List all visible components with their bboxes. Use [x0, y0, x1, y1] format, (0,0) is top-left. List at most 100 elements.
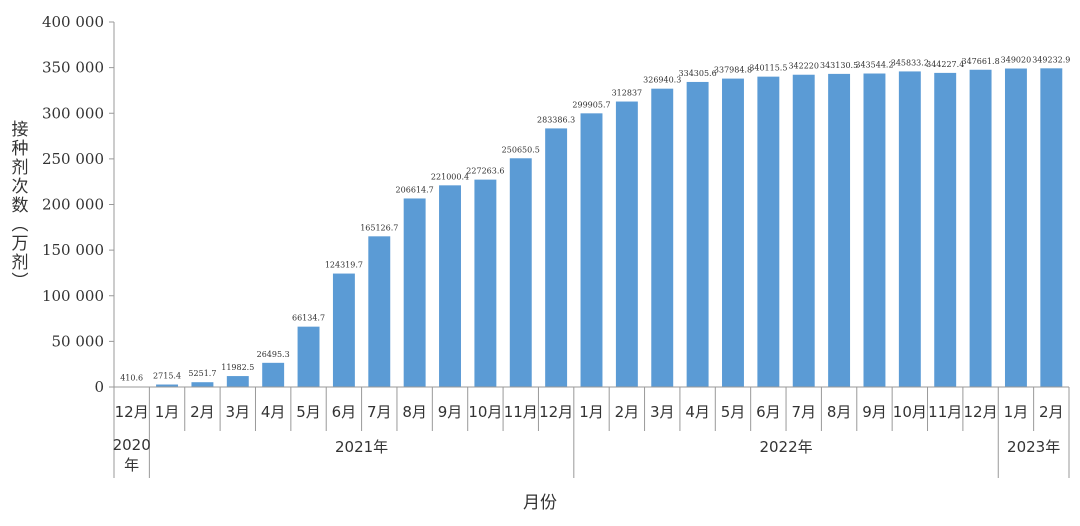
month-label: 7月: [367, 403, 392, 421]
month-label: 12月: [115, 403, 149, 421]
value-label: 337984.8: [714, 66, 752, 75]
value-label: 345833.2: [891, 58, 929, 67]
value-label: 347661.8: [961, 57, 999, 66]
value-label: 312837: [612, 89, 643, 98]
y-tick-label: 0: [94, 378, 104, 396]
month-label: 5月: [721, 403, 746, 421]
y-tick-label: 400 000: [42, 13, 104, 31]
month-label: 6月: [756, 403, 781, 421]
y-axis-title-text: 接种剂次数（万剂）: [7, 120, 28, 291]
bar: [898, 71, 921, 387]
value-label: 227263.6: [466, 167, 504, 176]
bar: [828, 73, 851, 387]
value-label: 11982.5: [221, 363, 254, 372]
value-label: 410.6: [120, 374, 143, 383]
value-label: 326940.3: [643, 76, 681, 85]
month-label: 4月: [261, 403, 286, 421]
bar: [934, 72, 957, 388]
bar: [509, 158, 532, 387]
y-axis: 0 50 000 100 000 150 000 200 000 250 000 300 0…: [42, 13, 115, 396]
value-label: 124319.7: [325, 261, 363, 270]
bar: [651, 88, 674, 387]
x-axis: 12月 1月 2月 3月 4月 5月 6月 7月 8月 9月 10月 11月 12月 1月 2月 3月 4月 5月…: [113, 386, 1070, 478]
bar: [863, 73, 886, 387]
value-label: 2715.4: [153, 372, 181, 381]
bar: [1004, 68, 1027, 387]
bar: [545, 128, 568, 387]
bar: [615, 101, 638, 387]
month-label: 11月: [928, 403, 962, 421]
month-label: 2月: [615, 403, 640, 421]
value-label: 206614.7: [396, 185, 434, 194]
bar: [297, 326, 320, 387]
value-label: 343130.5: [820, 61, 858, 70]
bars: [120, 68, 1063, 388]
month-label: 2月: [190, 403, 215, 421]
value-label: 349020: [1001, 56, 1032, 65]
month-label: 11月: [504, 403, 538, 421]
value-label: 334305.6: [679, 69, 717, 78]
bar: [969, 69, 992, 387]
bar: [686, 81, 709, 387]
bar: [1040, 68, 1063, 387]
y-tick-label: 200 000: [42, 196, 104, 214]
month-label: 4月: [685, 403, 710, 421]
y-tick-label: 250 000: [42, 150, 104, 168]
month-label: 12月: [539, 403, 573, 421]
value-label: 250650.5: [502, 145, 540, 154]
month-label: 8月: [402, 403, 427, 421]
month-label: 9月: [438, 403, 463, 421]
value-label: 342220: [788, 62, 819, 71]
year-label: 年: [124, 456, 139, 474]
month-label: 1月: [579, 403, 604, 421]
bar: [580, 113, 603, 387]
month-label: 6月: [332, 403, 357, 421]
month-label: 8月: [827, 403, 852, 421]
bar: [332, 273, 355, 387]
month-label: 2月: [1039, 403, 1064, 421]
value-label: 343544.2: [855, 61, 893, 70]
bar: [403, 198, 426, 387]
value-label: 283386.3: [537, 115, 575, 124]
y-tick-label: 350 000: [42, 59, 104, 77]
value-label: 5251.7: [188, 369, 216, 378]
month-label: 3月: [650, 403, 675, 421]
bar: [722, 78, 744, 387]
value-label: 349232.9: [1032, 55, 1070, 64]
month-label: 5月: [296, 403, 321, 421]
month-label: 12月: [964, 403, 998, 421]
year-label: 2022年: [759, 438, 812, 456]
bar: [191, 382, 214, 387]
month-label: 10月: [893, 403, 927, 421]
year-label: 2021年: [335, 438, 388, 456]
month-label: 1月: [155, 403, 180, 421]
value-label: 165126.7: [360, 223, 398, 232]
y-tick-label: 100 000: [42, 287, 104, 305]
month-label: 3月: [226, 403, 251, 421]
bar: [226, 376, 249, 387]
y-tick-label: 300 000: [42, 104, 104, 122]
month-label: 10月: [468, 403, 502, 421]
month-label: 7月: [791, 403, 816, 421]
x-axis-title: 月份: [523, 493, 557, 513]
year-label: 2020: [113, 436, 151, 454]
month-label: 1月: [1004, 403, 1029, 421]
value-label: 340115.5: [749, 64, 787, 73]
bar: [156, 384, 179, 387]
value-label: 221000.4: [431, 172, 469, 181]
bar: [757, 76, 780, 388]
y-axis-title: 接种剂次数（万剂）: [4, 120, 32, 310]
value-label: 299905.7: [572, 100, 610, 109]
value-label: 26495.3: [257, 350, 290, 359]
value-label: 66134.7: [292, 314, 325, 323]
bar: [474, 179, 497, 387]
value-label: 344227.4: [926, 60, 964, 69]
bar: [439, 185, 461, 387]
y-tick-label: 150 000: [42, 241, 104, 259]
bar: [368, 236, 391, 387]
year-label: 2023年: [1007, 438, 1060, 456]
y-tick-label: 50 000: [52, 332, 105, 350]
bar: [792, 74, 815, 388]
month-label: 9月: [862, 403, 887, 421]
